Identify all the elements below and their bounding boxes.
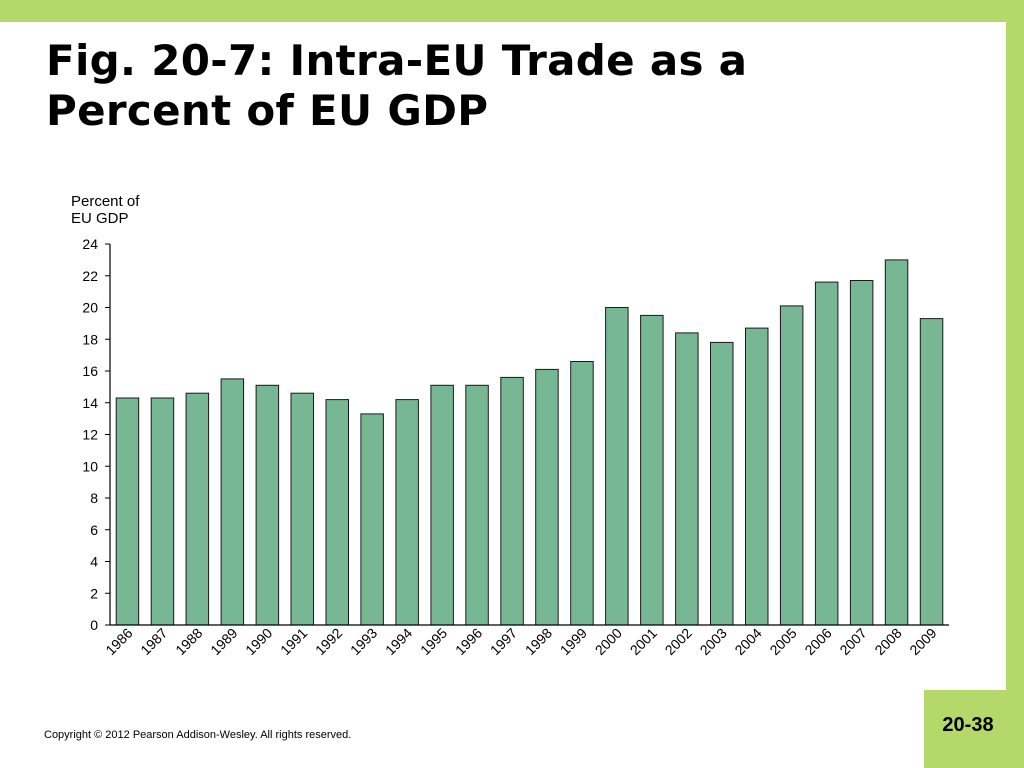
y-tick-label-24: 24	[82, 236, 98, 252]
x-tick-label-2001: 2001	[627, 625, 660, 658]
y-tick-label-22: 22	[82, 268, 98, 284]
x-tick-label-1992: 1992	[312, 625, 345, 658]
x-tick-label-1989: 1989	[207, 625, 240, 658]
y-tick-label-20: 20	[82, 300, 98, 316]
bar-1999	[570, 361, 594, 626]
bar-2003	[710, 341, 734, 626]
bars-group	[115, 259, 944, 626]
x-tick-label-1997: 1997	[487, 625, 520, 658]
y-axis-label-line-1: Percent of	[71, 193, 140, 210]
slide-number: 20-38	[942, 714, 994, 736]
bar-1990	[255, 384, 280, 626]
x-tick-label-1994: 1994	[382, 625, 415, 658]
bar-1986	[115, 397, 140, 626]
bar-1996	[465, 384, 489, 626]
bar-1995	[430, 384, 454, 626]
x-tick-label-1998: 1998	[522, 625, 555, 658]
copyright-text: Copyright © 2012 Pearson Addison-Wesley.…	[44, 729, 352, 741]
bar-1989	[220, 378, 245, 626]
x-tick-label-1988: 1988	[172, 625, 205, 658]
x-tick-label-2009: 2009	[906, 625, 939, 658]
bar-2004	[745, 327, 769, 626]
y-tick-label-8: 8	[90, 490, 98, 506]
bar-1992	[325, 399, 349, 626]
right-accent-bar	[1006, 0, 1024, 768]
x-tick-label-2006: 2006	[801, 625, 834, 658]
x-tick-label-2004: 2004	[731, 625, 764, 658]
bar-1994	[395, 399, 419, 626]
y-tick-label-2: 2	[90, 585, 98, 601]
bar-1988	[185, 392, 210, 626]
bar-2002	[675, 332, 699, 626]
y-tick-label-12: 12	[82, 427, 98, 443]
x-tick-label-1999: 1999	[557, 625, 590, 658]
top-accent-bar	[0, 0, 1024, 22]
y-axis-label-line-2: EU GDP	[71, 210, 129, 227]
y-tick-label-0: 0	[90, 617, 98, 633]
x-tick-label-1990: 1990	[242, 625, 275, 658]
x-tick-label-2005: 2005	[766, 625, 799, 658]
slide-title-line-2: Percent of EU GDP	[46, 86, 489, 135]
bar-1991	[290, 392, 314, 626]
x-tick-label-2008: 2008	[871, 625, 904, 658]
bar-1997	[500, 376, 524, 626]
bar-2005	[779, 305, 804, 626]
x-tick-label-1991: 1991	[277, 625, 310, 658]
x-tick-label-1986: 1986	[102, 625, 135, 658]
bar-2007	[849, 280, 874, 626]
slide-number-box	[924, 690, 1024, 768]
x-tick-label-2000: 2000	[592, 625, 625, 658]
bar-2000	[605, 307, 629, 626]
x-tick-label-1993: 1993	[347, 625, 380, 658]
x-tick-label-2007: 2007	[836, 625, 869, 658]
x-tick-label-2003: 2003	[697, 625, 730, 658]
bar-1987	[150, 397, 175, 626]
x-tick-label-1995: 1995	[417, 625, 450, 658]
y-tick-label-6: 6	[90, 522, 98, 538]
x-tick-label-1996: 1996	[452, 625, 485, 658]
slide-title: Fig. 20-7: Intra-EU Trade as a Percent o…	[46, 36, 906, 136]
bar-2006	[814, 281, 839, 626]
y-tick-label-14: 14	[82, 395, 98, 411]
bar-2008	[884, 259, 909, 626]
y-tick-label-18: 18	[82, 331, 98, 347]
bar-1998	[535, 368, 559, 626]
slide-title-line-1: Fig. 20-7: Intra-EU Trade as a	[46, 36, 748, 85]
x-tick-label-2002: 2002	[662, 625, 695, 658]
bar-2001	[640, 314, 664, 626]
bar-2009	[919, 318, 944, 626]
y-tick-label-4: 4	[90, 554, 98, 570]
bar-1993	[360, 413, 384, 626]
y-tick-label-10: 10	[82, 458, 98, 474]
x-tick-label-1987: 1987	[137, 625, 170, 658]
y-tick-label-16: 16	[82, 363, 98, 379]
